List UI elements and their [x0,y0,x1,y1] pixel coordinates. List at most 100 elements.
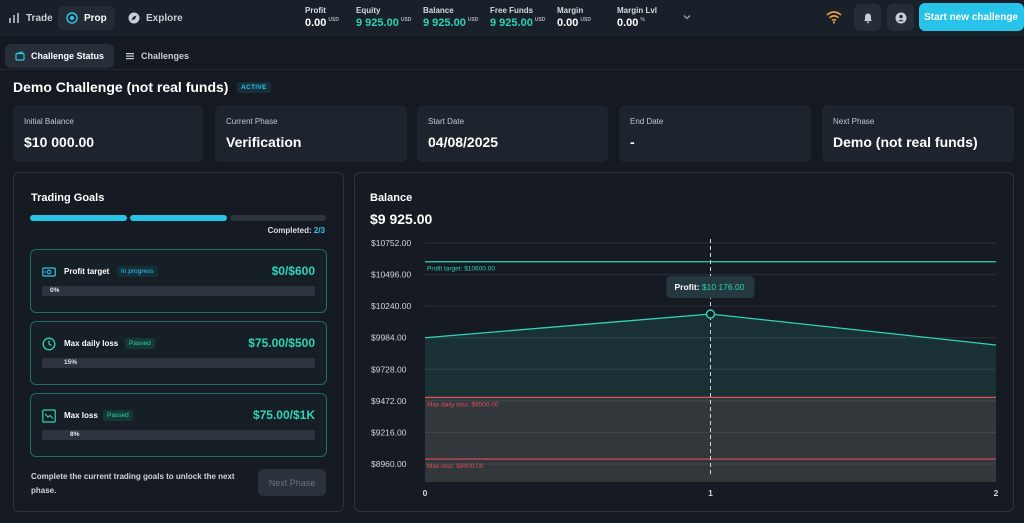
card-end-date: End Date - [619,105,811,162]
card-initial-balance: Initial Balance $10 000.00 [13,105,203,162]
card-next-phase: Next Phase Demo (not real funds) [822,105,1014,162]
nav-tab-prop[interactable]: Prop [58,6,115,30]
reference-line-label: Max daily loss: $9500.00 [427,401,499,408]
y-tick-label: $10240.00 [371,301,411,311]
notifications-button[interactable] [854,4,881,31]
card-value: Verification [226,134,302,150]
target-icon [66,12,78,24]
list-icon [126,53,134,60]
tab-challenge-status[interactable]: Challenge Status [5,44,115,68]
card-label: Initial Balance [24,117,74,126]
balance-title: Balance [370,192,413,204]
stat-value: 0.00 [557,17,579,29]
x-tick-label: 0 [423,488,428,498]
y-tick-label: $10752.00 [371,238,411,248]
goal-percent: 8% [70,431,80,438]
bar-chart-icon [9,13,19,23]
stat-value: 0.00 [305,17,327,29]
goal-status-badge: In progress [117,266,158,277]
status-badge: ACTIVE [237,82,271,93]
stat-label: Margin [557,6,584,15]
nav-tab-label: Prop [84,12,107,24]
y-tick-label: $9216.00 [371,427,407,437]
x-tick-label: 1 [708,488,713,498]
stat-value: 9 925.00 [490,17,533,29]
reference-line-label: Profit target: $10600.00 [427,266,495,273]
stat-margin: Margin 0.00 USD [557,6,591,29]
goal-max-daily-loss: Max daily loss Passed $75.00/$500 15% [30,321,327,385]
start-new-challenge-button[interactable]: Start new challenge [919,3,1024,31]
stat-unit: USD [400,17,412,24]
bell-icon [863,13,872,23]
nav-tab-trade[interactable]: Trade [0,6,61,30]
goal-value: $0/$600 [271,264,315,278]
goals-completed: Completed: 2/3 [268,226,325,235]
stat-value: 9 925.00 [356,17,399,29]
goal-name: Max loss [64,411,98,420]
goal-progress-bar: 15% [42,358,315,368]
goal-status-badge: Passed [125,338,155,349]
chevron-down-icon[interactable] [682,12,692,22]
top-bar: Trade Prop Explore Profit 0.00 USD Equity… [0,0,1024,36]
goal-percent: 0% [50,287,60,294]
stat-equity: Equity 9 925.00 USD [356,6,411,29]
data-point [705,309,716,319]
x-tick-label: 2 [994,488,999,498]
goals-progress-segment [30,215,127,221]
card-label: Next Phase [833,117,875,126]
tooltip-box [666,276,755,299]
card-label: Start Date [428,117,465,126]
goal-progress-bar: 0% [42,286,315,296]
stat-unit: USD [467,17,479,24]
balance-value: $9 925.00 [370,211,433,227]
y-tick-label: $9472.00 [371,396,407,406]
balance-panel: Balance $9 925.00 $10752.00 $10496.00 $102… [354,172,1014,512]
goal-profit-target: Profit target In progress $0/$600 0% [30,249,327,313]
goals-progress-segment [130,215,227,221]
stat-unit: USD [580,17,591,24]
wifi-icon [826,11,842,24]
goal-status-badge: Passed [103,410,133,421]
tab-label: Challenges [141,51,190,61]
completed-value: 2/3 [313,226,325,235]
card-label: Current Phase [226,117,278,126]
money-icon [42,267,56,277]
nav-tab-explore[interactable]: Explore [120,6,191,30]
wallet-icon [15,51,25,61]
card-value: 04/08/2025 [428,134,499,150]
y-tick-label: $9728.00 [371,364,407,374]
stat-free-funds: Free Funds 9 925.00 USD [490,6,545,29]
trading-goals-panel: Trading Goals Completed: 2/3 Profit targ… [13,172,344,512]
goal-percent: 15% [64,359,78,366]
balance-chart[interactable]: $10752.00 $10496.00 $10240.00 $9984.00 $9728… [355,173,1014,512]
stat-margin-level: Margin Lvl 0.00% [617,6,657,29]
goals-note: Complete the current trading goals to un… [31,472,235,495]
stat-profit: Profit 0.00 USD [305,6,339,29]
goals-progress-segment [230,215,326,221]
y-tick-label: $9984.00 [371,333,407,343]
reference-line-label: Max loss: $9000.00 [427,463,484,470]
user-icon [895,12,906,23]
tab-challenges[interactable]: Challenges [115,44,199,68]
card-start-date: Start Date 04/08/2025 [417,105,608,162]
card-value: - [630,134,635,150]
stat-label: Equity [356,6,381,15]
stat-unit: % [640,17,645,24]
stat-value: 9 925.00 [423,17,466,29]
card-value: $10 000.00 [24,134,95,150]
stat-unit: USD [534,17,546,24]
account-button[interactable] [887,4,914,31]
trading-goals-title: Trading Goals [31,192,105,204]
stat-value: 0.00 [617,17,639,29]
clock-icon [42,337,56,351]
goal-name: Max daily loss [64,339,119,348]
compass-icon [128,12,140,24]
card-current-phase: Current Phase Verification [215,105,407,162]
stat-label: Profit [305,6,326,15]
tooltip-value: $10 176.00 [702,282,745,292]
stat-label: Balance [423,6,454,15]
next-phase-button[interactable]: Next Phase [258,469,326,496]
nav-tab-label: Trade [26,12,53,24]
y-tick-label: $10496.00 [371,270,411,280]
card-value: Demo (not real funds) [833,134,978,150]
